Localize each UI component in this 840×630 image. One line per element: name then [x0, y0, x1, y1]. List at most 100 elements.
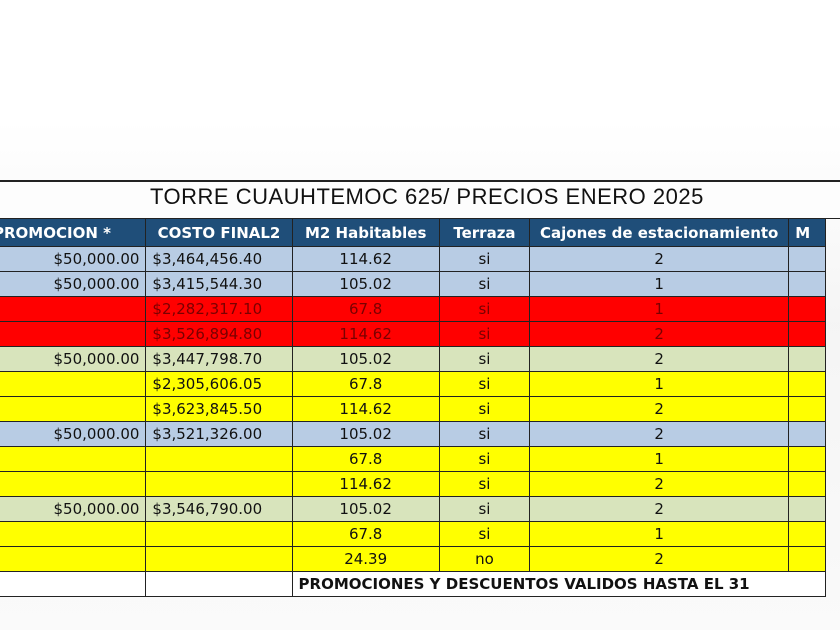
footer-blank-2	[145, 571, 293, 597]
cajones-cell: 2	[529, 396, 790, 422]
terraza-cell: si	[438, 321, 531, 347]
costo-final-cell: $3,521,326.00	[145, 421, 293, 447]
costo-final-cell: $3,526,894.80	[145, 321, 293, 347]
extra-cell	[788, 271, 826, 297]
costo-final-cell: $2,305,606.05	[145, 371, 293, 397]
header-m2-habitables: M2 Habitables	[291, 218, 440, 247]
terraza-cell: no	[438, 546, 531, 572]
m2-cell: 24.39	[291, 546, 440, 572]
m2-cell: 67.8	[291, 296, 440, 322]
cajones-cell: 1	[529, 296, 790, 322]
terraza-cell: si	[438, 396, 531, 422]
extra-cell	[788, 421, 826, 447]
table-row: $50,000.00 $3,464,456.40 114.62 si 2	[0, 246, 826, 272]
cajones-cell: 1	[529, 446, 790, 472]
costo-final-cell: $3,447,798.70	[145, 346, 293, 372]
header-cajones: Cajones de estacionamiento	[529, 218, 790, 247]
terraza-cell: si	[438, 271, 531, 297]
promocion-cell	[0, 521, 147, 547]
table-row: 114.62 si 2	[0, 471, 826, 497]
extra-cell	[788, 246, 826, 272]
cajones-cell: 2	[529, 546, 790, 572]
m2-cell: 105.02	[291, 346, 440, 372]
price-table: PROMOCION * COSTO FINAL2 M2 Habitables T…	[0, 218, 827, 597]
extra-cell	[788, 396, 826, 422]
table-row: $3,526,894.80 114.62 si 2	[0, 321, 826, 347]
cajones-cell: 2	[529, 346, 790, 372]
terraza-cell: si	[438, 296, 531, 322]
terraza-cell: si	[438, 246, 531, 272]
header-extra: M	[788, 218, 826, 247]
costo-final-cell: $2,282,317.10	[145, 296, 293, 322]
cajones-cell: 1	[529, 371, 790, 397]
table-row: 67.8 si 1	[0, 521, 826, 547]
extra-cell	[788, 471, 826, 497]
table-row: 67.8 si 1	[0, 446, 826, 472]
table-row: $50,000.00 $3,521,326.00 105.02 si 2	[0, 421, 826, 447]
promocion-cell: $50,000.00	[0, 346, 147, 372]
cajones-cell: 1	[529, 271, 790, 297]
table-row: $50,000.00 $3,546,790.00 105.02 si 2	[0, 496, 826, 522]
extra-cell	[788, 446, 826, 472]
promocion-cell	[0, 321, 147, 347]
cajones-cell: 2	[529, 246, 790, 272]
promocion-cell	[0, 446, 147, 472]
extra-cell	[788, 496, 826, 522]
costo-final-cell	[145, 521, 293, 547]
table-row: 24.39 no 2	[0, 546, 826, 572]
extra-cell	[788, 546, 826, 572]
costo-final-cell	[145, 471, 293, 497]
table-row: $2,282,317.10 67.8 si 1	[0, 296, 826, 322]
costo-final-cell: $3,546,790.00	[145, 496, 293, 522]
cajones-cell: 2	[529, 471, 790, 497]
costo-final-cell: $3,623,845.50	[145, 396, 293, 422]
cajones-cell: 2	[529, 421, 790, 447]
extra-cell	[788, 321, 826, 347]
table-row: $50,000.00 $3,447,798.70 105.02 si 2	[0, 346, 826, 372]
cajones-cell: 2	[529, 496, 790, 522]
title-row: TORRE CUAUHTEMOC 625/ PRECIOS ENERO 2025	[0, 180, 840, 219]
table-row: $2,305,606.05 67.8 si 1	[0, 371, 826, 397]
m2-cell: 114.62	[291, 321, 440, 347]
cajones-cell: 2	[529, 321, 790, 347]
m2-cell: 114.62	[291, 246, 440, 272]
promocion-cell	[0, 546, 147, 572]
extra-cell	[788, 296, 826, 322]
promo-validity-note: PROMOCIONES Y DESCUENTOS VALIDOS HASTA E…	[291, 571, 827, 597]
m2-cell: 67.8	[291, 521, 440, 547]
extra-cell	[788, 371, 826, 397]
header-terraza: Terraza	[438, 218, 531, 247]
terraza-cell: si	[438, 471, 531, 497]
promocion-cell: $50,000.00	[0, 246, 147, 272]
m2-cell: 114.62	[291, 396, 440, 422]
cajones-cell: 1	[529, 521, 790, 547]
costo-final-cell: $3,415,544.30	[145, 271, 293, 297]
terraza-cell: si	[438, 421, 531, 447]
promocion-cell	[0, 471, 147, 497]
promocion-cell: $50,000.00	[0, 271, 147, 297]
costo-final-cell	[145, 446, 293, 472]
promocion-cell	[0, 296, 147, 322]
terraza-cell: si	[438, 371, 531, 397]
promocion-cell: $50,000.00	[0, 421, 147, 447]
m2-cell: 105.02	[291, 496, 440, 522]
table-row: $50,000.00 $3,415,544.30 105.02 si 1	[0, 271, 826, 297]
promocion-cell	[0, 396, 147, 422]
footer-row: PROMOCIONES Y DESCUENTOS VALIDOS HASTA E…	[0, 571, 827, 597]
terraza-cell: si	[438, 521, 531, 547]
promocion-cell	[0, 371, 147, 397]
table-title: TORRE CUAUHTEMOC 625/ PRECIOS ENERO 2025	[150, 184, 704, 209]
terraza-cell: si	[438, 446, 531, 472]
m2-cell: 105.02	[291, 421, 440, 447]
costo-final-cell	[145, 546, 293, 572]
extra-cell	[788, 346, 826, 372]
header-row: PROMOCION * COSTO FINAL2 M2 Habitables T…	[0, 218, 826, 247]
terraza-cell: si	[438, 496, 531, 522]
promocion-cell: $50,000.00	[0, 496, 147, 522]
header-promocion: PROMOCION *	[0, 218, 147, 247]
costo-final-cell: $3,464,456.40	[145, 246, 293, 272]
table-row: $3,623,845.50 114.62 si 2	[0, 396, 826, 422]
m2-cell: 67.8	[291, 371, 440, 397]
terraza-cell: si	[438, 346, 531, 372]
extra-cell	[788, 521, 826, 547]
